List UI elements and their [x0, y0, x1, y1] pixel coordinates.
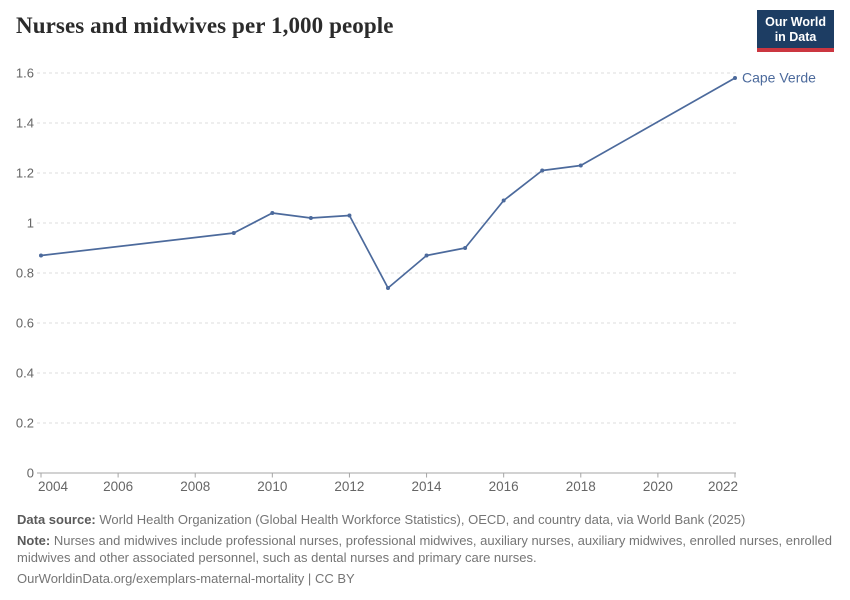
y-tick-label: 0.4: [16, 366, 34, 381]
y-tick-label: 0.2: [16, 416, 34, 431]
logo-text-line2: in Data: [774, 29, 817, 44]
note-line: Note: Nurses and midwives include profes…: [17, 532, 837, 566]
data-source-line: Data source: World Health Organization (…: [17, 511, 837, 528]
citation-separator: |: [307, 571, 312, 586]
data-point[interactable]: [463, 246, 468, 250]
data-point[interactable]: [733, 76, 737, 80]
x-tick-label: 2014: [412, 479, 443, 494]
data-point[interactable]: [386, 286, 390, 290]
chart-footer: Data source: World Health Organization (…: [17, 511, 837, 591]
data-point[interactable]: [578, 163, 583, 168]
data-point[interactable]: [231, 231, 236, 235]
y-tick-label: 1.4: [16, 116, 34, 131]
data-point[interactable]: [270, 211, 275, 215]
x-tick-label: 2018: [566, 479, 596, 494]
logo-text-line1: Our World: [765, 15, 826, 29]
line-chart: 0 0.2 0.4 0.6 0.8 1 1.2 1.4 1.6 2004 2006 2008 2010 2…: [16, 66, 816, 495]
x-tick-label: 2010: [257, 479, 287, 494]
x-tick-label: 2008: [180, 479, 210, 494]
y-tick-label: 1: [27, 216, 34, 231]
y-tick-label: 1.6: [16, 66, 34, 81]
y-tick-label: 1.2: [16, 166, 34, 181]
y-tick-label: 0: [27, 466, 34, 481]
data-point[interactable]: [347, 213, 352, 218]
note-text: Nurses and midwives include professional…: [17, 533, 833, 565]
x-tick-label: 2006: [103, 479, 133, 494]
y-tick-label: 0.6: [16, 316, 34, 331]
y-tick-label: 0.8: [16, 266, 34, 281]
x-tick-label: 2016: [489, 479, 519, 494]
data-source-label: Data source:: [17, 512, 96, 527]
data-line[interactable]: [40, 77, 736, 289]
x-tick-label: 2004: [38, 479, 69, 494]
owid-logo[interactable]: Our World in Data: [757, 10, 834, 52]
note-label: Note:: [17, 533, 51, 548]
data-point[interactable]: [424, 253, 429, 258]
citation-url: OurWorldinData.org/exemplars-maternal-mo…: [17, 571, 305, 586]
entity-label[interactable]: Cape Verde: [742, 70, 816, 86]
data-point[interactable]: [39, 253, 43, 258]
x-tick-label: 2012: [334, 479, 364, 494]
x-tick-label: 2022: [708, 479, 738, 494]
citation-line: OurWorldinData.org/exemplars-maternal-mo…: [17, 570, 837, 587]
data-point[interactable]: [501, 198, 506, 203]
chart-title: Nurses and midwives per 1,000 people: [16, 13, 394, 38]
x-tick-label: 2020: [643, 479, 673, 494]
citation-license: CC BY: [314, 571, 355, 586]
data-point[interactable]: [540, 168, 545, 173]
data-point[interactable]: [308, 216, 313, 220]
data-source-text: World Health Organization (Global Health…: [99, 512, 746, 527]
